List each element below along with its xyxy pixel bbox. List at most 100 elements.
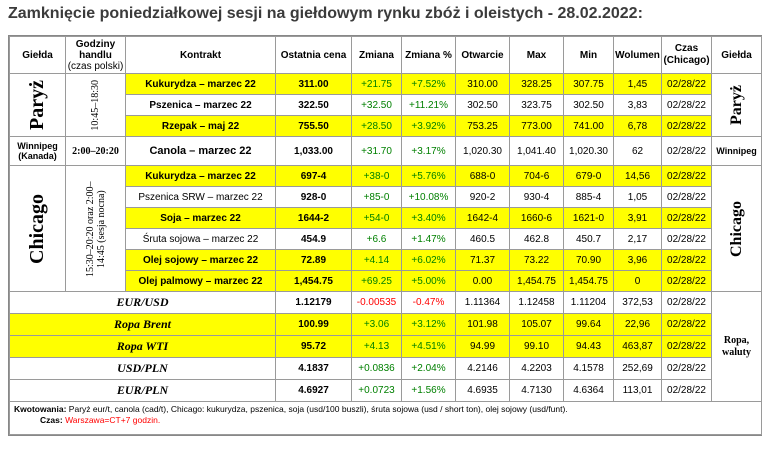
cell-last: 697-4 [275, 165, 352, 187]
cell-change-pct: +3.12% [401, 313, 456, 336]
group-winnipeg: Winnipeg (Kanada) [9, 136, 66, 166]
cell-last: 72.89 [275, 249, 352, 271]
cell-open: 4.6935 [455, 379, 510, 402]
header-change-pct: Zmiana % [401, 36, 456, 74]
cell-max: 328.25 [509, 73, 564, 95]
quotes-table: Giełda Godziny handlu (czas polski) Kontr… [9, 36, 762, 435]
cell-time: 02/28/22 [661, 357, 712, 380]
footer-time-label: Czas: [40, 415, 63, 425]
cell-time: 02/28/22 [661, 379, 712, 402]
group-chicago-label: Chicago [26, 193, 48, 264]
cell-contract: Śruta sojowa – marzec 22 [125, 228, 276, 250]
header-time: Czas (Chicago) [661, 36, 712, 74]
cell-change-pct: +3.92% [401, 115, 456, 137]
cell-contract: Olej sojowy – marzec 22 [125, 249, 276, 271]
cell-change: +69.25 [351, 270, 402, 292]
cell-last: 1644-2 [275, 207, 352, 229]
cell-volume: 6,78 [613, 115, 662, 137]
group-paris-label: Paryż [26, 80, 48, 130]
cell-time: 02/28/22 [661, 186, 712, 208]
cell-volume: 3,91 [613, 207, 662, 229]
cell-max: 704-6 [509, 165, 564, 187]
cell-volume: 14,56 [613, 165, 662, 187]
header-exchange: Giełda [9, 36, 66, 74]
cell-last: 755.50 [275, 115, 352, 137]
table-row: Ropa WTI 95.72 +4.13 +4.51% 94.99 99.10 … [9, 335, 762, 358]
cell-contract-text: Pszenica SRW – marzec 22 [138, 191, 263, 203]
cell-max: 105.07 [509, 313, 564, 336]
group-winnipeg-sub: (Kanada) [18, 151, 57, 161]
cell-change-pct: +11.21% [401, 94, 456, 116]
cell-open: 94.99 [455, 335, 510, 358]
cell-contract: Soja – marzec 22 [125, 207, 276, 229]
cell-change: +0.0836 [351, 357, 402, 380]
cell-min: 70.90 [563, 249, 614, 271]
cell-last: 1,454.75 [275, 270, 352, 292]
cell-contract: Ropa WTI [9, 335, 276, 358]
header-hours: Godziny handlu (czas polski) [65, 36, 126, 74]
group-paris-right-label: Paryż [727, 85, 745, 125]
cell-volume: 3,96 [613, 249, 662, 271]
quotes-table-wrapper: Giełda Godziny handlu (czas polski) Kontr… [8, 35, 762, 436]
cell-open: 753.25 [455, 115, 510, 137]
footer-notes: Kwotowania: Paryż eur/t, canola (cad/t),… [9, 401, 762, 435]
cell-max: 1,454.75 [509, 270, 564, 292]
footer-quotes-text: Paryż eur/t, canola (cad/t), Chicago: ku… [68, 404, 568, 414]
page-title: Zamknięcie poniedziałkowej sesji na gieł… [8, 5, 643, 22]
cell-contract: EUR/USD [9, 291, 276, 314]
cell-contract: Pszenica SRW – marzec 22 [125, 186, 276, 208]
table-row: Ropa Brent 100.99 +3.06 +3.12% 101.98 10… [9, 313, 762, 336]
cell-contract: Pszenica – marzec 22 [125, 94, 276, 116]
cell-open: 0.00 [455, 270, 510, 292]
header-max: Max [509, 36, 564, 74]
cell-volume: 0 [613, 270, 662, 292]
table-row: USD/PLN 4.1837 +0.0836 +2.04% 4.2146 4.2… [9, 357, 762, 380]
cell-max: 462.8 [509, 228, 564, 250]
cell-open: 71.37 [455, 249, 510, 271]
cell-open: 460.5 [455, 228, 510, 250]
header-contract: Kontrakt [125, 36, 276, 74]
group-chicago-right: Chicago [711, 165, 762, 292]
cell-volume: 3,83 [613, 94, 662, 116]
cell-change: +28.50 [351, 115, 402, 137]
group-paris-hours-label: 10:45–18:30 [90, 79, 101, 131]
header-change: Zmiana [351, 36, 402, 74]
cell-last: 95.72 [275, 335, 352, 358]
cell-min: 885-4 [563, 186, 614, 208]
cell-time: 02/28/22 [661, 291, 712, 314]
cell-change-pct: +1.47% [401, 228, 456, 250]
group-chicago-right-label: Chicago [727, 200, 745, 257]
cell-volume: 22,96 [613, 313, 662, 336]
cell-time: 02/28/22 [661, 73, 712, 95]
table-row: EUR/USD 1.12179 -0.00535 -0.47% 1.11364 … [9, 291, 762, 402]
cell-time: 02/28/22 [661, 136, 712, 166]
group-chicago: Chicago [9, 165, 66, 292]
cell-min: 99.64 [563, 313, 614, 336]
cell-change-pct: +1.56% [401, 379, 456, 402]
cell-last: 311.00 [275, 73, 352, 95]
cell-min: 302.50 [563, 94, 614, 116]
cell-min: 679-0 [563, 165, 614, 187]
cell-min: 4.6364 [563, 379, 614, 402]
cell-change-pct: +3.40% [401, 207, 456, 229]
cell-change: +21.75 [351, 73, 402, 95]
cell-volume: 463,87 [613, 335, 662, 358]
table-row: Paryż 10:45–18:30 Kukurydza – marzec 22 … [9, 73, 762, 137]
cell-change: +4.13 [351, 335, 402, 358]
footer-quotes-label: Kwotowania: [14, 404, 67, 414]
header-row: Giełda Godziny handlu (czas polski) Kontr… [9, 36, 762, 74]
cell-change: +0.0723 [351, 379, 402, 402]
cell-open: 920-2 [455, 186, 510, 208]
table-row: EUR/PLN 4.6927 +0.0723 +1.56% 4.6935 4.7… [9, 379, 762, 402]
cell-last: 1,033.00 [275, 136, 352, 166]
cell-last: 322.50 [275, 94, 352, 116]
cell-change-pct: +5.00% [401, 270, 456, 292]
cell-min: 307.75 [563, 73, 614, 95]
cell-change: +54-0 [351, 207, 402, 229]
cell-open: 1.11364 [455, 291, 510, 314]
cell-volume: 372,53 [613, 291, 662, 314]
group-winnipeg-label: Winnipeg [17, 141, 58, 151]
group-paris: Paryż [9, 73, 66, 137]
cell-open: 101.98 [455, 313, 510, 336]
cell-time: 02/28/22 [661, 165, 712, 187]
